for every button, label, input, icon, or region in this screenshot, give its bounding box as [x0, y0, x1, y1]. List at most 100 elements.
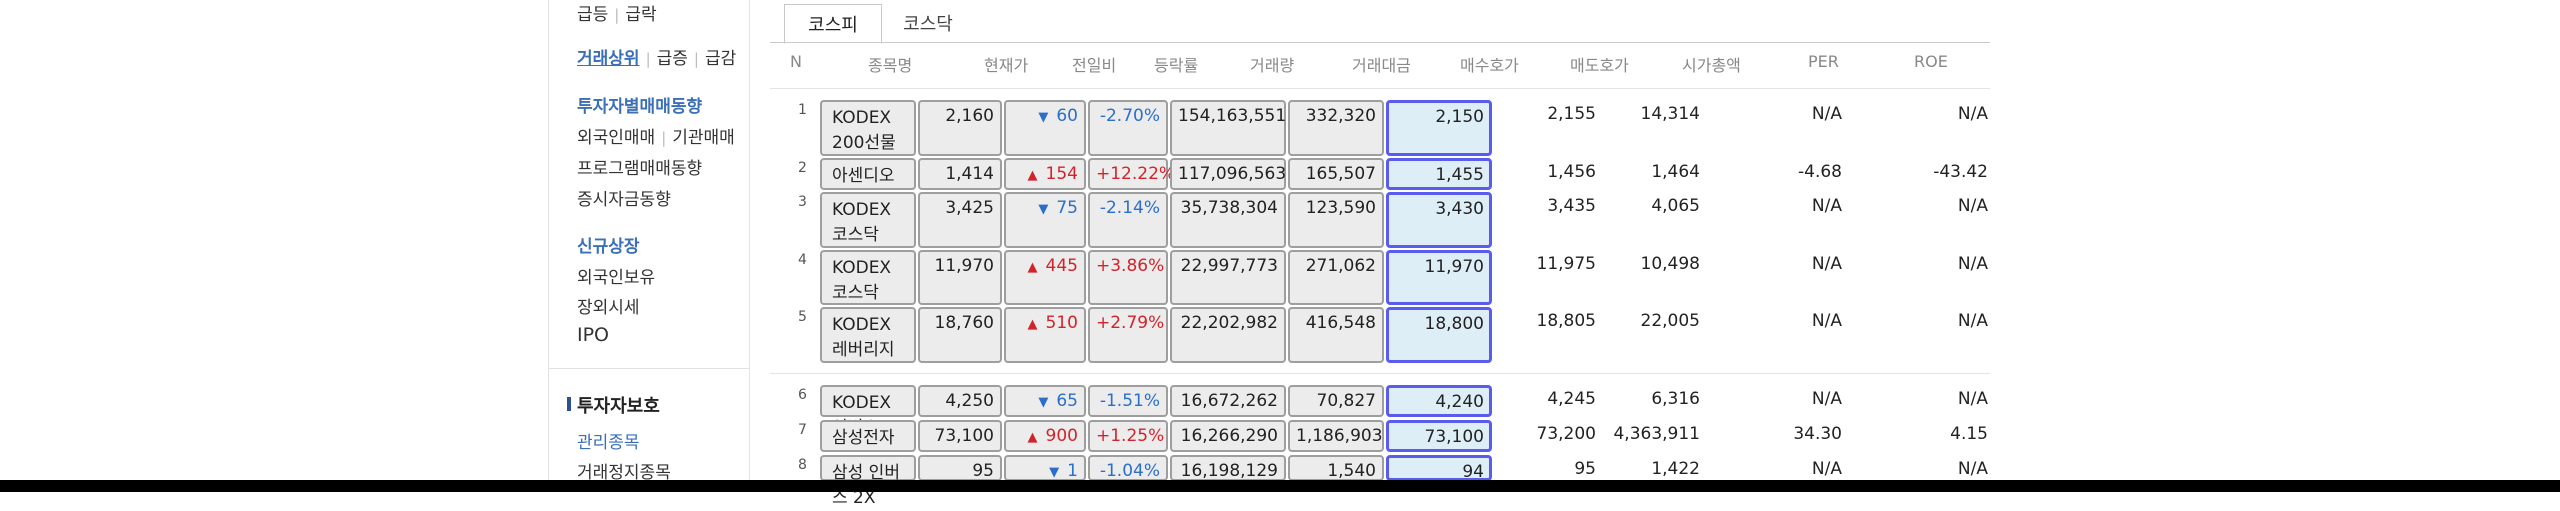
per-value: 34.30 [1793, 424, 1842, 444]
change-value: 65 [1056, 391, 1078, 411]
sidebar-link-foreign-holding[interactable]: 외국인보유 [577, 268, 656, 288]
tab-kospi[interactable]: 코스피 [784, 4, 882, 44]
up-arrow-icon: ▲ [1027, 430, 1038, 445]
amount-cell: 416,548 [1288, 307, 1384, 363]
roe-value: N/A [1957, 196, 1988, 216]
sidebar-item-investor-sub: 외국인매매 | 기관매매 [577, 123, 735, 148]
section-marker-icon [567, 397, 571, 411]
price-cell: 95 [918, 455, 1002, 481]
header-name: 종목명 [868, 56, 913, 75]
sidebar-link-program-trade[interactable]: 프로그램매매동향 [577, 159, 703, 179]
roe-value: N/A [1957, 389, 1988, 409]
per-value: N/A [1811, 196, 1842, 216]
header-market-cap: 시가총액 [1682, 56, 1741, 75]
sidebar-link-foreign-trade[interactable]: 외국인매매 [577, 128, 656, 148]
rate-cell: -1.04% [1088, 455, 1168, 481]
sidebar-link-institution-trade[interactable]: 기관매매 [672, 128, 735, 148]
rate-cell: +1.25% [1088, 420, 1168, 452]
row-number: 4 [798, 252, 807, 268]
sidebar-section-investor-protection[interactable]: 투자자보호 [577, 396, 660, 417]
stock-name-link[interactable]: KODEX 코스닥150선물인버스 [820, 192, 916, 295]
stock-name-link[interactable]: 삼성 인버스 2X [820, 455, 916, 508]
header-volume: 거래량 [1250, 56, 1295, 75]
stock-name-link[interactable]: KODEX 코스닥150레버리지 [820, 250, 916, 353]
stock-name-link[interactable]: KODEX 200선물인버스2X [820, 100, 916, 178]
per-value: N/A [1811, 104, 1842, 124]
sidebar-link-plunge[interactable]: 급락 [625, 5, 657, 25]
rate-value: +12.22% [1096, 164, 1176, 184]
sidebar-link-new-listing[interactable]: 신규상장 [577, 237, 640, 257]
amount-cell: 1,186,903 [1288, 420, 1384, 452]
bid-cell: 3,430 [1386, 192, 1492, 248]
sidebar-link-halted-stocks[interactable]: 거래정지종목 [577, 463, 671, 483]
stock-name-link[interactable]: 삼성전자 [820, 420, 916, 452]
sidebar-link-ipo[interactable]: IPO [577, 324, 610, 346]
rate-value: -2.14% [1099, 198, 1160, 218]
bid-cell: 18,800 [1386, 307, 1492, 363]
bid-cell: 94 [1386, 455, 1492, 482]
price-cell: 4,250 [918, 385, 1002, 417]
mcap-value: 1,464 [1651, 162, 1700, 182]
page-scrollbar[interactable] [2544, 0, 2560, 480]
change-value: 75 [1056, 198, 1078, 218]
change-value: 445 [1045, 256, 1078, 276]
sidebar-link-market-funds[interactable]: 증시자금동향 [577, 190, 671, 210]
change-cell: ▲ 154 [1004, 158, 1086, 190]
volume-cell: 35,738,304 [1170, 192, 1286, 248]
rate-value: +1.25% [1096, 426, 1165, 446]
tab-kosdaq[interactable]: 코스닥 [903, 14, 953, 35]
separator: | [661, 129, 667, 147]
sidebar-link-top-volume[interactable]: 거래상위 [577, 49, 640, 69]
row-number: 5 [798, 309, 807, 325]
sidebar-link-otc-price[interactable]: 장외시세 [577, 298, 640, 318]
volume-cell: 154,163,551 [1170, 100, 1286, 156]
row-number: 7 [798, 422, 807, 438]
change-cell: ▼ 1 [1004, 455, 1086, 481]
header-amount: 거래대금 [1352, 56, 1411, 75]
down-arrow-icon: ▼ [1049, 465, 1060, 480]
price-cell: 11,970 [918, 250, 1002, 305]
header-change: 전일비 [1072, 56, 1117, 75]
header-ask: 매도호가 [1570, 56, 1629, 75]
rate-value: -2.70% [1099, 106, 1160, 126]
header-bid: 매수호가 [1460, 56, 1519, 75]
roe-value: -43.42 [1933, 162, 1988, 182]
price-cell: 18,760 [918, 307, 1002, 363]
volume-cell: 16,198,129 [1170, 455, 1286, 481]
ask-value: 11,975 [1536, 254, 1596, 274]
sidebar-nav: 급등 | 급락 거래상위 | 급증 | 급감 투자자별매매동향 외국인매매 | 기관매매 프로그… [548, 0, 750, 483]
rate-value: -1.51% [1099, 391, 1160, 411]
sidebar-link-investor-trends[interactable]: 투자자별매매동향 [577, 97, 703, 117]
row-number: 6 [798, 387, 807, 403]
stock-name-link[interactable]: KODEX 인버스 [820, 385, 916, 438]
rate-cell: +3.86% [1088, 250, 1168, 305]
sidebar-link-managed-stocks[interactable]: 관리종목 [577, 433, 640, 453]
sidebar-item-trade-group: 거래상위 | 급증 | 급감 [577, 44, 736, 69]
sidebar-item-rise-fall: 급등 | 급락 [577, 0, 657, 25]
mcap-value: 10,498 [1640, 254, 1700, 274]
rate-cell: +2.79% [1088, 307, 1168, 363]
mcap-value: 14,314 [1640, 104, 1700, 124]
volume-cell: 22,997,773 [1170, 250, 1286, 305]
price-cell: 1,414 [918, 158, 1002, 190]
row-number: 8 [798, 457, 807, 473]
up-arrow-icon: ▲ [1027, 317, 1038, 332]
roe-value: N/A [1957, 459, 1988, 479]
sidebar-link-volume-surge[interactable]: 급증 [656, 49, 688, 69]
header-rate: 등락률 [1154, 56, 1199, 75]
stock-name-link[interactable]: KODEX 레버리지 [820, 307, 916, 363]
rate-value: -1.04% [1099, 461, 1160, 481]
stock-name-link[interactable]: 아센디오 [820, 158, 916, 190]
rate-cell: -2.70% [1088, 100, 1168, 156]
ask-value: 1,456 [1547, 162, 1596, 182]
down-arrow-icon: ▼ [1038, 202, 1049, 217]
sidebar-link-surge[interactable]: 급등 [577, 5, 609, 25]
sidebar-link-volume-drop[interactable]: 급감 [704, 49, 737, 69]
rate-cell: -1.51% [1088, 385, 1168, 417]
ask-value: 73,200 [1536, 424, 1596, 444]
up-arrow-icon: ▲ [1027, 168, 1038, 183]
ask-value: 18,805 [1536, 311, 1596, 331]
bid-cell: 73,100 [1386, 420, 1492, 452]
header-divider [770, 88, 1990, 89]
change-cell: ▲ 510 [1004, 307, 1086, 363]
